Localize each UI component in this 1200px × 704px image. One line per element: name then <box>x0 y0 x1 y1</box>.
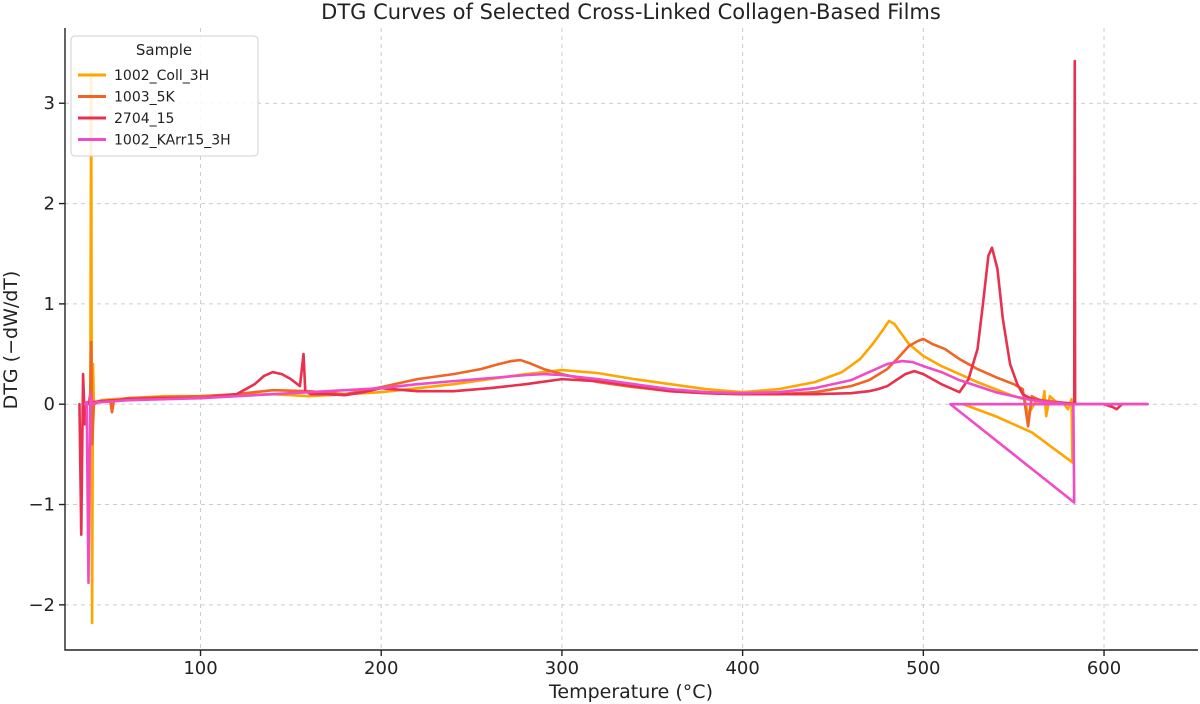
legend-label-1003-5k: 1003_5K <box>114 90 176 106</box>
legend-label-2704-15: 2704_15 <box>114 111 174 127</box>
chart-title: DTG Curves of Selected Cross-Linked Coll… <box>321 0 941 24</box>
x-tick-label: 300 <box>545 658 579 679</box>
legend: Sample 1002_Coll_3H 1003_5K 2704_15 1002_KA… <box>70 35 259 157</box>
y-tick-label: −2 <box>28 595 55 616</box>
x-tick-label: 200 <box>364 658 398 679</box>
x-tick-label: 100 <box>183 658 217 679</box>
y-axis-label: DTG (−dW/dT) <box>0 271 22 410</box>
y-tick-label: −1 <box>28 495 55 516</box>
x-ticks: 100 200 300 400 500 600 <box>183 650 1121 679</box>
y-tick-label: 2 <box>44 194 55 215</box>
x-tick-label: 500 <box>906 658 940 679</box>
series-line-1003-5k <box>87 337 1149 446</box>
axes <box>64 28 1198 651</box>
legend-title: Sample <box>136 41 192 59</box>
x-tick-label: 600 <box>1087 658 1121 679</box>
y-tick-label: 1 <box>44 294 55 315</box>
x-axis-label: Temperature (°C) <box>548 681 713 703</box>
legend-items: 1002_Coll_3H 1003_5K 2704_15 1002_KArr15_3H <box>78 68 231 149</box>
legend-label-1002-coll-3h: 1002_Coll_3H <box>114 68 209 84</box>
y-tick-label: 3 <box>44 93 55 114</box>
series-line-1002-karr15-3h <box>83 359 1149 585</box>
y-ticks: −2 −1 0 1 2 3 <box>28 93 65 616</box>
legend-box <box>70 35 259 157</box>
axis-frame <box>64 28 1198 651</box>
y-tick-label: 0 <box>44 394 55 415</box>
legend-label-1002-karr15-3h: 1002_KArr15_3H <box>114 133 231 149</box>
series-layer <box>78 59 1149 625</box>
x-tick-label: 400 <box>725 658 759 679</box>
